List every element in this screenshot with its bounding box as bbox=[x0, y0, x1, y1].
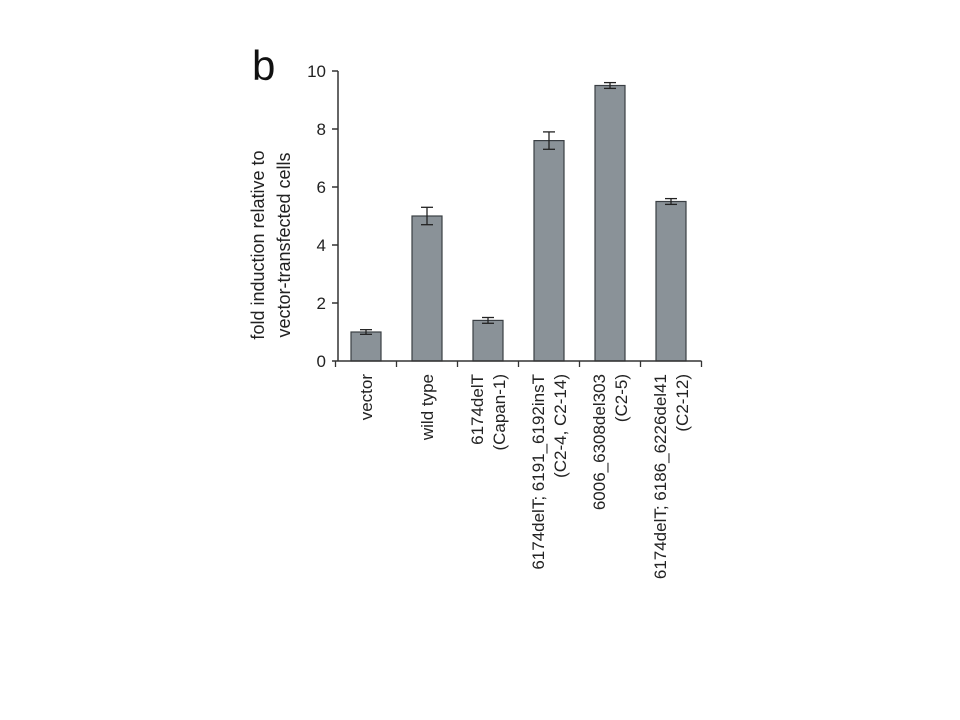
y-tick-label: 8 bbox=[317, 120, 326, 139]
category-label-line: wild type bbox=[418, 374, 437, 441]
x-axis bbox=[334, 360, 703, 367]
bar bbox=[655, 200, 687, 362]
y-tick-label: 2 bbox=[317, 294, 326, 313]
y-tick-label: 10 bbox=[307, 62, 326, 81]
category-label: 6174delT (Capan-1) bbox=[468, 374, 509, 451]
category-label: 6174delT; 6186_6226del41 (C2-12) bbox=[651, 374, 692, 579]
bar bbox=[350, 331, 382, 362]
category-label-line: (C2-5) bbox=[612, 374, 631, 422]
bar bbox=[533, 140, 565, 362]
bars bbox=[350, 81, 687, 362]
y-axis: 0 2 4 6 8 10 bbox=[307, 62, 339, 371]
y-axis-title-line-1: fold induction relative to bbox=[248, 150, 268, 339]
category-label: 6174delT; 6191_6192insT (C2-4, C2-14) bbox=[529, 374, 570, 570]
category-label: vector bbox=[357, 374, 376, 421]
bar bbox=[411, 215, 443, 362]
bar bbox=[472, 319, 504, 362]
bar bbox=[594, 84, 626, 362]
category-labels: vector wild type 6174delT (Capan-1) 6174delT… bbox=[357, 374, 692, 579]
category-label-line: 6174delT; 6191_6192insT bbox=[529, 374, 548, 570]
category-label-line: (Capan-1) bbox=[490, 374, 509, 451]
category-label-line: (C2-12) bbox=[673, 374, 692, 432]
category-label-line: 6006_6308del303 bbox=[590, 374, 609, 510]
y-tick-label: 0 bbox=[317, 352, 326, 371]
y-axis-title: fold induction relative to vector-transf… bbox=[248, 150, 294, 339]
category-label-line: vector bbox=[357, 374, 376, 421]
category-label-line: (C2-4, C2-14) bbox=[551, 374, 570, 478]
y-tick-label: 4 bbox=[317, 236, 326, 255]
category-label-line: 6174delT; 6186_6226del41 bbox=[651, 374, 670, 579]
y-axis-title-line-2: vector-transfected cells bbox=[274, 152, 294, 337]
category-label: 6006_6308del303 (C2-5) bbox=[590, 374, 631, 510]
category-label-line: 6174delT bbox=[468, 374, 487, 445]
y-tick-label: 6 bbox=[317, 178, 326, 197]
panel-letter: b bbox=[252, 42, 275, 89]
category-label: wild type bbox=[418, 374, 437, 441]
